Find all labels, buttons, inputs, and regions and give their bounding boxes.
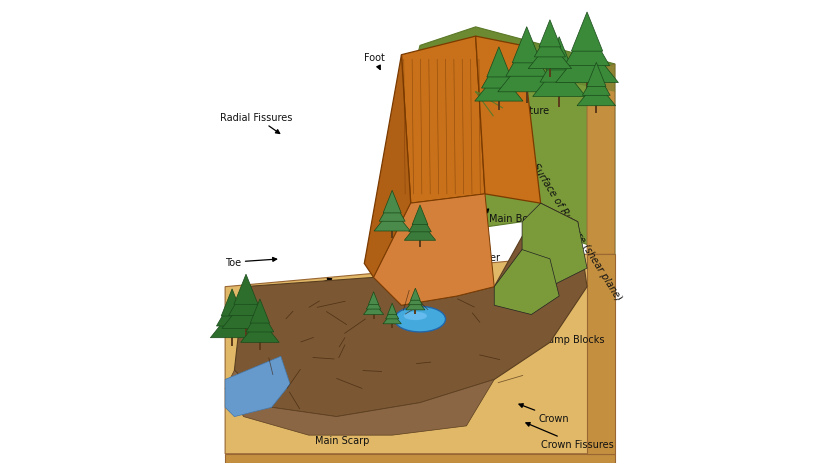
Polygon shape [408, 293, 423, 305]
Text: Toe: Toe [225, 257, 276, 268]
Polygon shape [487, 48, 511, 78]
Text: Ponded Water: Ponded Water [425, 243, 500, 263]
Text: Toe of Surface of Rupture: Toe of Surface of Rupture [412, 106, 549, 116]
Polygon shape [374, 194, 494, 306]
Polygon shape [379, 199, 405, 222]
Polygon shape [365, 28, 615, 264]
Polygon shape [481, 59, 517, 89]
Text: Transverse Ridges: Transverse Ridges [255, 279, 344, 295]
Text: Head: Head [356, 396, 411, 418]
Polygon shape [246, 308, 274, 332]
Polygon shape [475, 72, 523, 102]
Polygon shape [222, 299, 270, 329]
Ellipse shape [404, 312, 427, 320]
Polygon shape [498, 56, 556, 93]
Polygon shape [225, 370, 494, 435]
Text: Minor Scarp: Minor Scarp [302, 357, 385, 376]
Polygon shape [533, 64, 585, 97]
Polygon shape [571, 13, 603, 52]
Polygon shape [364, 302, 384, 315]
Polygon shape [534, 31, 565, 58]
Polygon shape [250, 299, 270, 323]
Text: Main Body: Main Body [484, 210, 540, 224]
Polygon shape [383, 191, 402, 213]
Polygon shape [506, 41, 548, 77]
Polygon shape [225, 454, 615, 463]
Text: Crown: Crown [519, 404, 570, 423]
Text: Slump Blocks: Slump Blocks [517, 325, 604, 344]
Polygon shape [240, 319, 279, 343]
Polygon shape [494, 250, 559, 315]
Polygon shape [587, 255, 615, 454]
Polygon shape [374, 209, 410, 232]
Polygon shape [540, 50, 578, 83]
Polygon shape [221, 289, 243, 316]
Polygon shape [539, 21, 561, 48]
Text: Surface of Sepearation: Surface of Sepearation [402, 85, 517, 97]
Polygon shape [366, 297, 381, 309]
Polygon shape [582, 72, 610, 96]
Polygon shape [556, 44, 618, 83]
Polygon shape [383, 313, 402, 324]
Polygon shape [234, 204, 587, 417]
Polygon shape [564, 27, 610, 67]
Polygon shape [577, 82, 616, 106]
Polygon shape [228, 286, 264, 316]
Text: Crown Fissures: Crown Fissures [526, 423, 613, 450]
Polygon shape [409, 213, 431, 232]
Text: Radial Fissures: Radial Fissures [220, 113, 293, 134]
Polygon shape [210, 311, 254, 338]
Polygon shape [234, 275, 258, 305]
Ellipse shape [395, 307, 445, 332]
Polygon shape [402, 37, 485, 204]
Text: Backward Rotated Tree: Backward Rotated Tree [289, 381, 402, 402]
Polygon shape [522, 204, 587, 287]
Text: Main Scarp: Main Scarp [315, 412, 405, 445]
Polygon shape [387, 304, 396, 315]
Polygon shape [225, 357, 290, 417]
Polygon shape [386, 308, 399, 319]
Polygon shape [217, 299, 248, 326]
Polygon shape [369, 292, 379, 305]
Polygon shape [546, 38, 573, 71]
Text: Surface of Rupture (shear plane): Surface of Rupture (shear plane) [530, 161, 623, 302]
Polygon shape [225, 255, 615, 454]
Polygon shape [406, 298, 425, 310]
Polygon shape [420, 28, 615, 93]
Text: Transverse Fissures: Transverse Fissures [262, 298, 357, 316]
Polygon shape [512, 28, 541, 64]
Polygon shape [404, 221, 436, 241]
Polygon shape [411, 288, 420, 300]
Polygon shape [475, 37, 541, 204]
Polygon shape [528, 43, 572, 69]
Polygon shape [365, 56, 411, 278]
Text: Deranged Forest: Deranged Forest [288, 333, 378, 352]
Polygon shape [587, 65, 615, 255]
Polygon shape [412, 206, 428, 225]
Polygon shape [586, 63, 606, 87]
Text: Foot: Foot [364, 53, 385, 70]
